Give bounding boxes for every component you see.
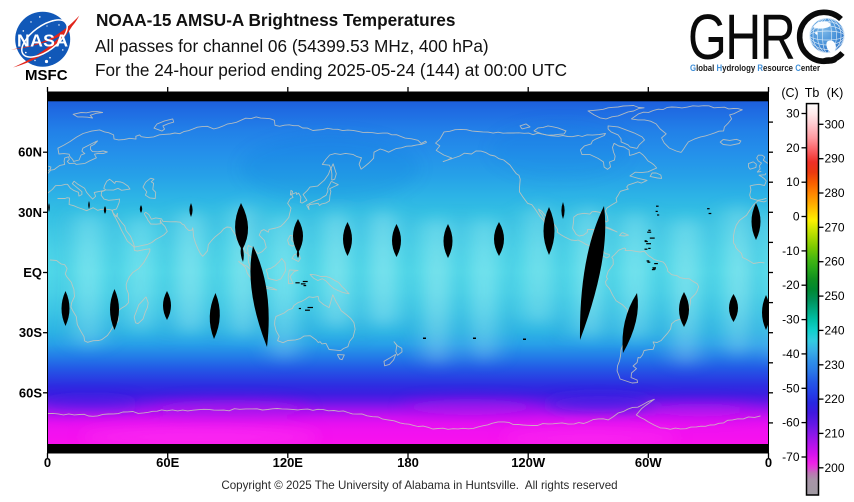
svg-text:GHR: GHR — [688, 2, 794, 73]
svg-text:-40: -40 — [782, 347, 800, 361]
svg-text:-60: -60 — [782, 416, 800, 430]
svg-text:0: 0 — [793, 210, 800, 224]
svg-text:EQ: EQ — [23, 265, 42, 280]
svg-text:(K): (K) — [827, 86, 844, 100]
svg-text:180: 180 — [397, 455, 419, 470]
svg-text:30: 30 — [786, 107, 800, 121]
svg-text:-50: -50 — [782, 381, 800, 395]
svg-text:10: 10 — [786, 175, 800, 189]
svg-text:MSFC: MSFC — [25, 67, 68, 84]
svg-text:120W: 120W — [511, 455, 546, 470]
svg-text:-70: -70 — [782, 450, 800, 464]
svg-text:240: 240 — [825, 323, 845, 337]
svg-text:-20: -20 — [782, 278, 800, 292]
svg-text:30S: 30S — [19, 325, 42, 340]
svg-text:210: 210 — [825, 426, 845, 440]
svg-text:60W: 60W — [635, 455, 662, 470]
svg-text:20: 20 — [786, 141, 800, 155]
svg-text:-10: -10 — [782, 244, 800, 258]
svg-text:30N: 30N — [18, 205, 42, 220]
svg-text:280: 280 — [825, 186, 845, 200]
svg-text:0: 0 — [44, 455, 51, 470]
svg-text:60E: 60E — [156, 455, 179, 470]
svg-text:300: 300 — [825, 117, 845, 131]
svg-text:290: 290 — [825, 152, 845, 166]
svg-text:220: 220 — [825, 392, 845, 406]
svg-text:(C): (C) — [781, 86, 798, 100]
svg-text:Global Hydrology Resource Cent: Global Hydrology Resource Center — [690, 63, 820, 73]
svg-text:200: 200 — [825, 461, 845, 475]
svg-text:60N: 60N — [18, 145, 42, 160]
svg-text:250: 250 — [825, 289, 845, 303]
svg-text:-30: -30 — [782, 313, 800, 327]
svg-text:270: 270 — [825, 220, 845, 234]
svg-text:260: 260 — [825, 255, 845, 269]
svg-text:120E: 120E — [273, 455, 304, 470]
svg-text:230: 230 — [825, 358, 845, 372]
svg-text:0: 0 — [765, 455, 772, 470]
svg-text:60S: 60S — [19, 385, 42, 400]
svg-text:Tb: Tb — [805, 86, 820, 100]
